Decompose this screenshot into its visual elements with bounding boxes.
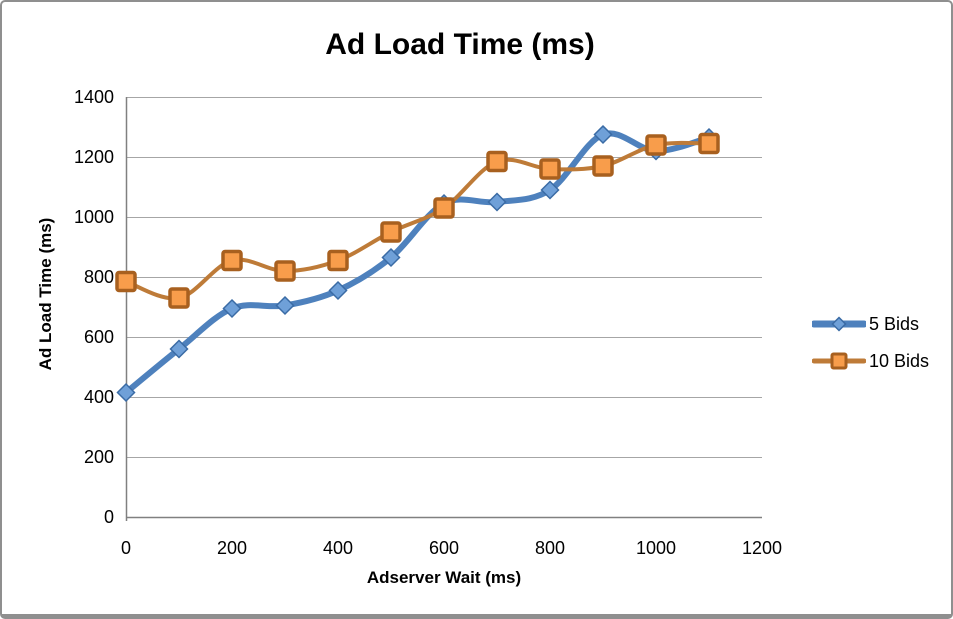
y-tick-label: 1400 [74,87,114,107]
data-point-5-bids [381,247,401,268]
legend-marker [830,352,848,370]
data-point-5-bids [540,180,560,200]
y-tick-label: 1200 [74,147,114,167]
data-point-5-bids [222,298,242,319]
y-axis-title: Ad Load Time (ms) [36,217,55,371]
x-tick-label: 0 [121,538,131,558]
x-tick-label: 1200 [742,538,782,558]
x-axis-title: Adserver Wait (ms) [366,568,522,587]
data-point-5-bids [593,124,613,145]
legend-entry-5-bids: 5 Bids [812,314,929,334]
data-point-5-bids [487,192,507,212]
x-tick-label: 600 [429,538,459,558]
x-tick-label: 800 [535,538,565,558]
y-tick-label: 400 [84,387,114,407]
y-tick-label: 200 [84,447,114,467]
x-tick-label: 200 [217,538,247,558]
data-point-10-bids [592,155,614,177]
data-point-10-bids [539,158,561,180]
data-point-10-bids [168,287,190,309]
legend-marker-icon [812,316,866,332]
legend: 5 Bids 10 Bids [812,314,929,371]
data-point-10-bids [115,270,137,293]
x-tick-label: 1000 [636,538,676,558]
series-line-5-bids [123,130,712,396]
data-point-5-bids [275,295,295,316]
legend-marker [831,316,847,332]
y-tick-label: 800 [84,267,114,287]
legend-marker-icon [812,352,866,370]
legend-label: 5 Bids [869,313,920,334]
data-point-5-bids [169,339,189,359]
series-line-10-bids [124,140,711,301]
data-point-5-bids [328,280,348,301]
data-point-10-bids [698,132,720,155]
y-tick-label: 0 [104,507,114,527]
data-point-10-bids [380,221,402,243]
y-tick-label: 600 [84,327,114,347]
data-point-10-bids [486,150,508,173]
data-point-10-bids [645,134,667,156]
legend-entry-10-bids: 10 Bids [812,351,929,371]
data-point-10-bids [327,249,349,272]
data-point-10-bids [221,249,243,272]
y-tick-label: 1000 [74,207,114,227]
data-point-5-bids [116,382,136,403]
chart-title: Ad Load Time (ms) [325,28,595,61]
data-point-10-bids [274,260,296,282]
x-tick-label: 400 [323,538,353,558]
legend-label: 10 Bids [869,350,930,371]
data-point-10-bids [433,197,455,219]
